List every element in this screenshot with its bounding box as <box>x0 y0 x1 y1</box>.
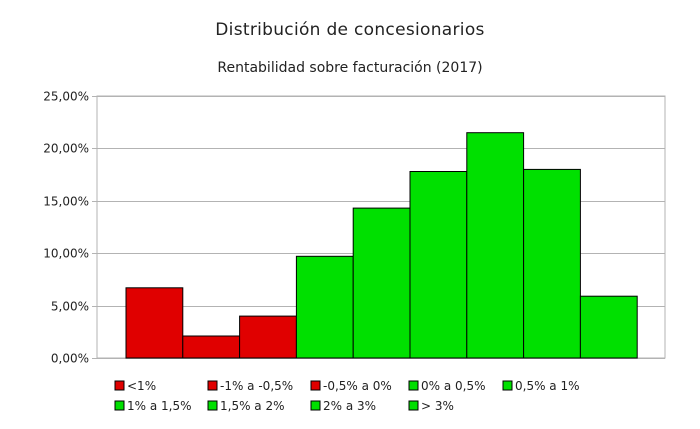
legend-swatch <box>310 380 321 391</box>
legend-label: 1,5% a 2% <box>220 399 285 413</box>
legend-label: -1% a -0,5% <box>220 379 293 393</box>
bar <box>182 335 241 359</box>
bar <box>125 287 184 359</box>
y-tick-label: 15,00% <box>43 195 89 209</box>
y-tick-label: 10,00% <box>43 247 89 261</box>
legend-swatch <box>207 400 218 411</box>
bar <box>239 315 297 359</box>
legend-swatch <box>408 380 419 391</box>
legend-label: 2% a 3% <box>323 399 376 413</box>
legend-label: 1% a 1,5% <box>127 399 192 413</box>
y-tick-label: 5,00% <box>51 300 89 314</box>
legend-swatch <box>114 380 125 391</box>
legend-swatch <box>310 400 321 411</box>
bar <box>295 255 354 359</box>
legend-label: -0,5% a 0% <box>323 379 392 393</box>
chart-subtitle: Rentabilidad sobre facturación (2017) <box>217 60 483 76</box>
y-tick-label: 25,00% <box>43 90 89 104</box>
y-tick-label: 20,00% <box>43 142 89 156</box>
legend-swatch <box>502 380 513 391</box>
legend-swatch <box>207 380 218 391</box>
legend-label: <1% <box>127 379 156 393</box>
bar <box>579 295 638 359</box>
bar <box>523 168 581 359</box>
legend-label: 0% a 0,5% <box>421 379 486 393</box>
legend-swatch <box>114 400 125 411</box>
bar <box>352 207 411 359</box>
chart-title: Distribución de concesionarios <box>215 20 485 40</box>
legend-label: > 3% <box>421 399 454 413</box>
bar <box>466 132 525 359</box>
y-tick-label: 0,00% <box>51 352 89 366</box>
bar <box>409 171 468 359</box>
legend-swatch <box>408 400 419 411</box>
legend-label: 0,5% a 1% <box>515 379 580 393</box>
